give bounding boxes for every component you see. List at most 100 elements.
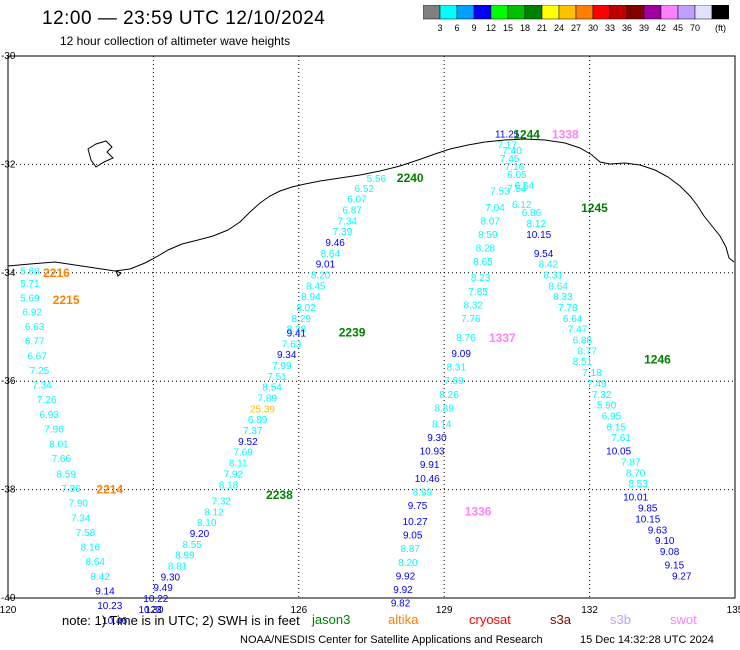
colorbar-swatch bbox=[694, 5, 713, 20]
wave-height-reading: 9.82 bbox=[391, 598, 411, 609]
wave-height-reading: 8.54 bbox=[262, 383, 282, 394]
wave-height-reading: 8.99 bbox=[175, 551, 195, 562]
wave-height-reading: 8.18 bbox=[219, 480, 239, 491]
pass-number: 1244 bbox=[513, 128, 540, 142]
wave-height-reading: 7.92 bbox=[224, 469, 244, 480]
colorbar-swatch bbox=[456, 5, 475, 20]
pass-number: 2216 bbox=[43, 266, 70, 280]
wave-height-reading: 8.16 bbox=[81, 543, 101, 554]
lon-tick-label: 132 bbox=[581, 605, 598, 616]
colorbar-swatch bbox=[490, 5, 509, 20]
wave-height-reading: 7.34 bbox=[32, 381, 52, 392]
wave-height-reading: 7.04 bbox=[485, 203, 505, 214]
colorbar-swatch bbox=[524, 5, 543, 20]
wave-height-reading: 9.41 bbox=[287, 329, 307, 340]
colorbar-swatch bbox=[609, 5, 628, 20]
wave-height-reading: 10.15 bbox=[526, 230, 551, 241]
wave-height-reading: 8.65 bbox=[473, 257, 493, 268]
lon-tick-label: 129 bbox=[436, 605, 453, 616]
wave-height-reading: 9.20 bbox=[190, 529, 210, 540]
wave-height-reading: 8.28 bbox=[476, 243, 496, 254]
pass-number: 2239 bbox=[339, 325, 366, 339]
colorbar-swatch bbox=[473, 5, 492, 20]
wave-height-reading: 7.39 bbox=[333, 227, 353, 238]
wave-height-reading: 8.42 bbox=[539, 260, 559, 271]
wave-height-reading: 8.26 bbox=[439, 390, 459, 401]
wave-height-reading: 8.20 bbox=[398, 558, 418, 569]
wave-height-reading: 8.02 bbox=[296, 303, 316, 314]
lon-tick-label: 135 bbox=[727, 605, 740, 616]
wave-height-reading: 5.90 bbox=[597, 401, 617, 412]
colorbar-swatch bbox=[507, 5, 526, 20]
wave-height-reading: 6.67 bbox=[27, 351, 47, 362]
wave-height-reading: 8.51 bbox=[573, 357, 593, 368]
wave-height-reading: 6.07 bbox=[347, 195, 367, 206]
track-jason3-2240: 5.566.526.076.877.347.399.468.649.018.20… bbox=[138, 174, 386, 616]
generated-timestamp: 15 Dec 14:32:28 UTC 2024 bbox=[580, 634, 714, 646]
wave-height-reading: 9.46 bbox=[325, 238, 345, 249]
colorbar-label: 36 bbox=[622, 23, 632, 33]
map-frame bbox=[7, 55, 736, 599]
colorbar-label: 15 bbox=[503, 23, 513, 33]
wave-height-reading: 9.09 bbox=[451, 349, 471, 360]
colorbar-label: 6 bbox=[454, 23, 459, 33]
colorbar-label: 24 bbox=[554, 23, 564, 33]
lat-tick-label: -40 bbox=[1, 593, 16, 604]
wave-height-reading: 8.01 bbox=[49, 440, 69, 451]
wave-height-reading: 7.58 bbox=[76, 528, 96, 539]
credit-line: NOAA/NESDIS Center for Satellite Applica… bbox=[240, 634, 543, 646]
wave-height-reading: 7.51 bbox=[267, 372, 287, 383]
wave-height-reading: 9.54 bbox=[534, 249, 554, 260]
colorbar-label: 39 bbox=[639, 23, 649, 33]
pass-number: 1338 bbox=[552, 128, 579, 142]
wave-height-reading: 7.32 bbox=[212, 497, 232, 508]
wave-height-reading: 7.34 bbox=[338, 216, 358, 227]
wave-height-reading: 10.93 bbox=[420, 447, 445, 458]
pass-number: 1245 bbox=[581, 201, 608, 215]
wave-height-reading: 8.59 bbox=[56, 469, 76, 480]
offshore-islet bbox=[115, 270, 122, 277]
colorbar-swatch bbox=[558, 5, 577, 20]
wave-height-reading: 8.20 bbox=[311, 271, 331, 282]
wave-height-reading: 8.64 bbox=[548, 281, 568, 292]
australia-coastline bbox=[7, 138, 735, 272]
wave-height-reading: 7.99 bbox=[272, 361, 292, 372]
track-jason3-1244: 7.53 7.04 8.07 8.59 8.28 8.65 8.23 7.85 8.32 7.76… bbox=[391, 187, 510, 610]
wave-height-reading: 8.70 bbox=[626, 468, 646, 479]
wave-height-reading: 7.16 bbox=[505, 162, 525, 173]
wave-height-reading: 6.86 bbox=[522, 208, 542, 219]
lon-tick-label: 126 bbox=[290, 605, 307, 616]
wave-height-reading: 6.12 bbox=[512, 200, 532, 211]
wave-height-reading: 8.76 bbox=[456, 333, 476, 344]
colorbar-swatch bbox=[711, 5, 729, 20]
footnote: note: 1) Time is in UTC; 2) SWH is in fe… bbox=[62, 613, 300, 628]
wave-height-reading: 6.52 bbox=[354, 184, 374, 195]
colorbar-swatch bbox=[541, 5, 560, 20]
wave-height-reading: 9.14 bbox=[95, 586, 115, 597]
wave-height-reading: 8.29 bbox=[291, 314, 311, 325]
wave-height-reading: 7.17 bbox=[497, 140, 517, 151]
legend-swot: swot bbox=[670, 612, 697, 627]
colorbar-label: 70 bbox=[690, 23, 700, 33]
colorbar-swatch bbox=[677, 5, 696, 20]
wave-height-reading: 7.63 bbox=[282, 339, 302, 350]
wave-height-reading: 7.78 bbox=[558, 303, 578, 314]
wave-height-reading: 9.08 bbox=[660, 547, 680, 558]
wave-height-reading: 8.28 bbox=[287, 325, 307, 336]
wave-height-reading: 7.54 bbox=[507, 184, 527, 195]
axis-labels: 120 123 126 129 132 135 -30 -32 -34 -36 -38 -40 bbox=[0, 51, 740, 616]
track-jason3-1245: 11.257.177.407.457.166.057.546.546.126.8… bbox=[495, 130, 692, 583]
wave-height-reading: 9.52 bbox=[238, 437, 258, 448]
wave-height-reading: 6.87 bbox=[342, 205, 362, 216]
wave-height-reading: 10.46 bbox=[102, 616, 127, 627]
lon-tick-label: 123 bbox=[145, 605, 162, 616]
wave-height-reading: 9.30 bbox=[427, 433, 447, 444]
pass-number: 2238 bbox=[266, 488, 293, 502]
wave-height-reading: 8.23 bbox=[471, 273, 491, 284]
wave-height-reading: 6.05 bbox=[507, 170, 527, 181]
pass-number: 2215 bbox=[53, 293, 80, 307]
wave-height-reading: 6.64 bbox=[563, 314, 583, 325]
legend-jason3: jason3 bbox=[312, 612, 351, 627]
wave-height-reading: 9.01 bbox=[316, 260, 336, 271]
